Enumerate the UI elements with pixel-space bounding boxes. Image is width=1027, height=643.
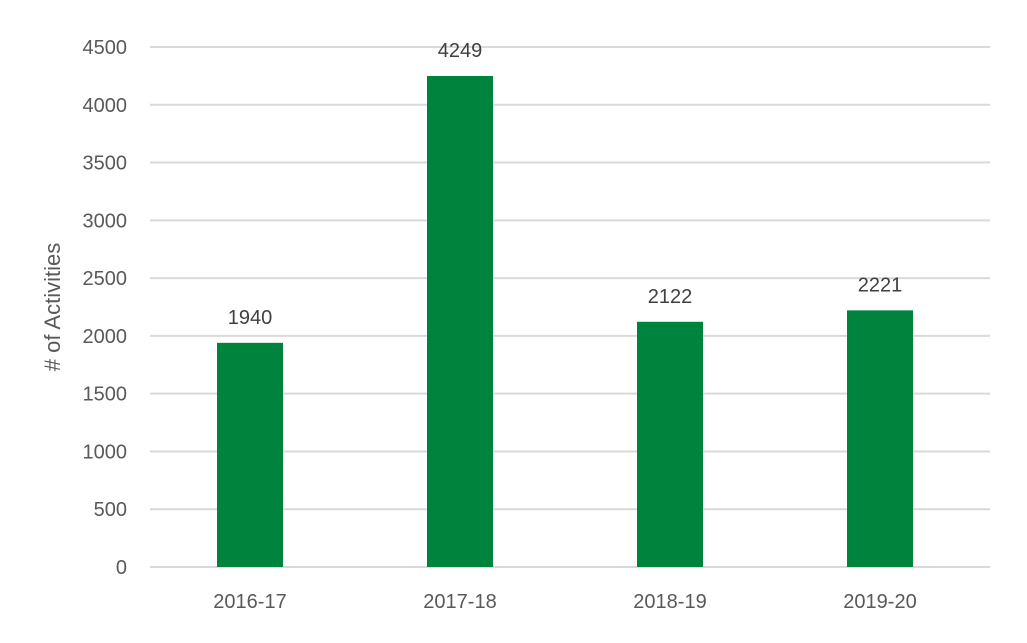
x-tick-label: 2018-19 [633,591,706,613]
data-label: 2122 [648,286,693,308]
bar-2016-17 [217,342,283,567]
bar-2018-19 [637,321,703,567]
data-label: 1940 [228,307,273,329]
data-labels: 1940 4249 2122 2221 [228,40,903,329]
x-axis-ticks: 2016-17 2017-18 2018-19 2019-20 [213,591,916,613]
y-axis-ticks: 0 500 1000 1500 2000 2500 3000 3500 4000 4500 [83,37,128,579]
y-tick-label: 500 [94,499,127,521]
data-label: 4249 [438,40,483,62]
bar-2019-20 [847,310,913,567]
y-tick-label: 2500 [83,268,128,290]
y-tick-label: 4000 [83,95,128,117]
bar-2017-18 [427,76,493,567]
y-tick-label: 2000 [83,326,128,348]
y-tick-label: 4500 [83,37,128,59]
x-tick-label: 2016-17 [213,591,286,613]
x-tick-label: 2017-18 [423,591,496,613]
y-tick-label: 1000 [83,441,128,463]
y-tick-label: 3000 [83,210,128,232]
data-label: 2221 [858,274,903,296]
bars [217,76,913,567]
x-tick-label: 2019-20 [843,591,916,613]
y-tick-label: 0 [116,557,127,579]
y-tick-label: 3500 [83,153,128,175]
y-tick-label: 1500 [83,384,128,406]
gridlines [150,46,990,568]
y-axis-label: # of Activities [40,243,65,371]
